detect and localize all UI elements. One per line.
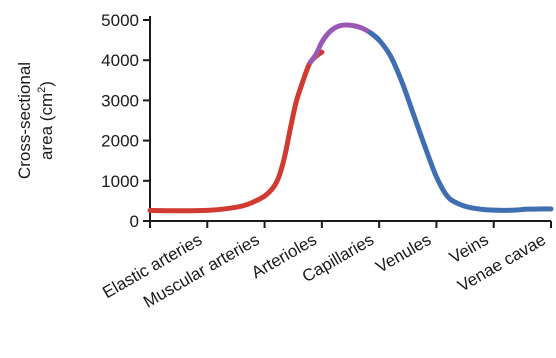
y-axis-label-line1: Cross-sectional: [15, 62, 34, 179]
series-line-arterial: [147, 49, 325, 214]
series-line-venous: [368, 30, 554, 213]
y-axis-label: Cross-sectional area (cm2): [15, 62, 56, 179]
y-tick-label: 1000: [101, 172, 139, 191]
x-category-label: Venules: [373, 230, 435, 277]
y-axis-label-line2: area (cm2): [36, 81, 56, 160]
y-tick-label: 3000: [101, 91, 139, 110]
y-tick-label: 4000: [101, 51, 139, 70]
axes: [143, 16, 552, 228]
y-tick-label: 2000: [101, 132, 139, 151]
y-tick-label: 0: [130, 212, 139, 231]
series-layer: [147, 22, 554, 214]
y-tick-label: 5000: [101, 11, 139, 30]
series-line-capillary: [307, 22, 382, 65]
